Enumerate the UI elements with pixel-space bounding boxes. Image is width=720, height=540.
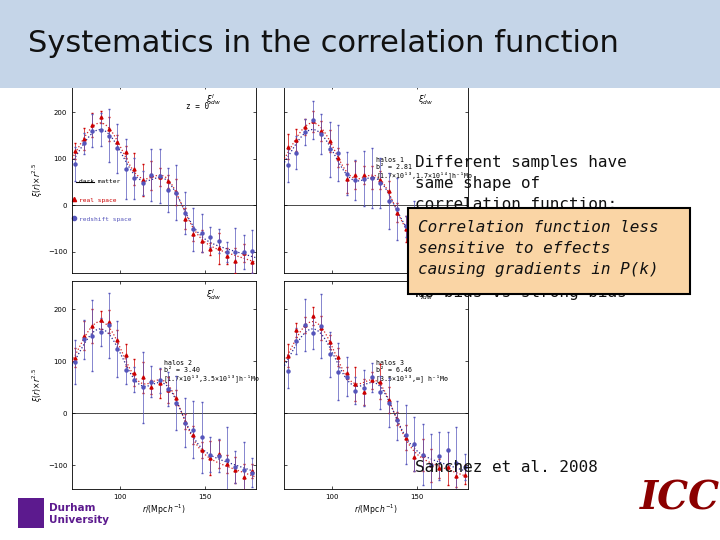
Text: Correlation function less
sensitive to effects
causing gradients in P(k): Correlation function less sensitive to e… <box>418 220 659 277</box>
Text: $\xi^l_{dw}$: $\xi^l_{dw}$ <box>206 287 221 302</box>
Text: $\xi^l_{dw}$: $\xi^l_{dw}$ <box>418 287 433 302</box>
X-axis label: $r/({\rm Mpc}\,h^{-1})$: $r/({\rm Mpc}\,h^{-1})$ <box>354 502 398 517</box>
Text: Systematics in the correlation function: Systematics in the correlation function <box>28 30 619 58</box>
Text: $\xi^l_{dw}$: $\xi^l_{dw}$ <box>418 92 433 107</box>
Text: $\xi^l_{dw}$: $\xi^l_{dw}$ <box>206 92 221 107</box>
Text: real space: real space <box>79 198 117 203</box>
Text: Sanchez et al. 2008: Sanchez et al. 2008 <box>415 460 598 475</box>
Text: Durham
University: Durham University <box>49 503 109 524</box>
Text: halos 1
b² = 2.81
[1.7×10¹³,1.7×10¹⁴]h⁻¹M⊙: halos 1 b² = 2.81 [1.7×10¹³,1.7×10¹⁴]h⁻¹… <box>377 157 472 179</box>
Text: Real vs Redshift space: Real vs Redshift space <box>415 248 626 263</box>
X-axis label: $r/({\rm Mpc}\,h^{-1})$: $r/({\rm Mpc}\,h^{-1})$ <box>142 502 186 517</box>
Text: z = 0: z = 0 <box>186 102 209 111</box>
Text: dark matter: dark matter <box>79 179 120 184</box>
Y-axis label: $\xi(r)\!\times\!r^{2.5}$: $\xi(r)\!\times\!r^{2.5}$ <box>30 368 45 402</box>
Bar <box>18 498 44 528</box>
Text: halos 3
b² = 6.46
[3.5×10¹³,∞] h⁻¹M⊙: halos 3 b² = 6.46 [3.5×10¹³,∞] h⁻¹M⊙ <box>377 360 448 382</box>
Bar <box>0 0 720 88</box>
FancyBboxPatch shape <box>408 208 690 294</box>
Text: No bias vs strong bias: No bias vs strong bias <box>415 285 626 300</box>
Y-axis label: $\xi(r)\!\times\!r^{2.5}$: $\xi(r)\!\times\!r^{2.5}$ <box>30 163 45 197</box>
Text: redshift space: redshift space <box>79 217 132 221</box>
Text: Different samples have
same shape of
correlation function:: Different samples have same shape of cor… <box>415 155 626 212</box>
Text: halos 2
b² = 3.40
[1.7×10¹³,3.5×10¹³]h⁻¹M⊙: halos 2 b² = 3.40 [1.7×10¹³,3.5×10¹³]h⁻¹… <box>164 360 260 382</box>
Text: ICC: ICC <box>640 480 720 518</box>
